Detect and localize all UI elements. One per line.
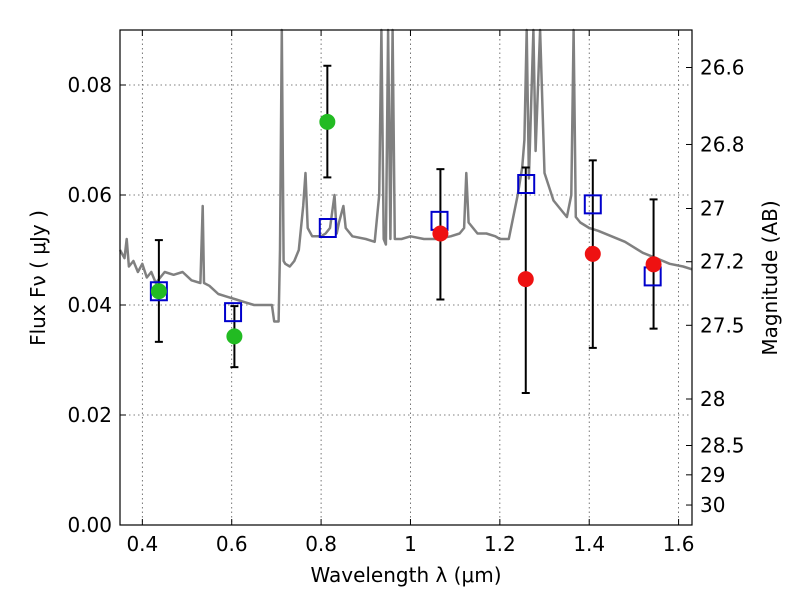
magnitude-axis: 26.6 26.8 27 27.2 27.5 28 28.5 29 30 [686, 56, 745, 517]
y-axis-title: Flux Fν ( μJy ) [26, 210, 50, 346]
y-tick-label: 0.04 [67, 293, 112, 317]
model-square-marker [318, 218, 337, 238]
magnitude-axis-title: Magnitude (AB) [758, 200, 782, 355]
model-square-marker [224, 302, 243, 323]
model-square-marker [517, 174, 536, 194]
observed-point-marker [150, 283, 167, 300]
errorbars [154, 64, 658, 394]
plot-frame [119, 29, 693, 526]
magnitude-tick-label: 27 [700, 196, 725, 220]
magnitude-tick-label: 30 [700, 493, 725, 517]
x-tick-label: 1.4 [573, 532, 605, 556]
x-tick-label: 1 [404, 532, 417, 556]
model-squares [149, 174, 662, 323]
observed-point-marker [226, 328, 243, 345]
x-tick-label: 1.2 [484, 532, 516, 556]
y-axis: 0.00 0.02 0.04 0.06 0.08 [67, 73, 126, 537]
observed-point-marker [645, 256, 662, 273]
grid-lines [120, 30, 692, 525]
observed-point-marker [517, 271, 534, 288]
model-spectrum-line [118, 28, 693, 323]
y-tick-label: 0.08 [67, 73, 112, 97]
x-tick-label: 0.4 [126, 532, 158, 556]
observed-point-marker [319, 113, 336, 130]
y-tick-label: 0.06 [67, 183, 112, 207]
x-axis: 0.4 0.6 0.8 1 1.2 1.4 1.6 [126, 30, 695, 556]
x-tick-label: 0.6 [216, 532, 248, 556]
magnitude-tick-label: 26.6 [700, 56, 745, 80]
x-tick-label: 1.6 [663, 532, 695, 556]
model-square-marker [583, 194, 602, 215]
magnitude-tick-label: 29 [700, 463, 725, 487]
model-spectrum-layer [118, 28, 693, 323]
y-tick-label: 0.02 [67, 403, 112, 427]
magnitude-tick-label: 28 [700, 387, 725, 411]
magnitude-tick-label: 28.5 [700, 433, 745, 457]
magnitude-tick-label: 27.2 [700, 250, 745, 274]
x-axis-title: Wavelength λ (μm) [310, 563, 501, 587]
magnitude-tick-label: 26.8 [700, 132, 745, 156]
observed-point-marker [432, 225, 449, 242]
magnitude-tick-label: 27.5 [700, 313, 745, 337]
x-tick-label: 0.8 [305, 532, 337, 556]
observed-points [150, 113, 662, 345]
y-tick-label: 0.00 [67, 513, 112, 537]
observed-point-marker [584, 245, 601, 262]
